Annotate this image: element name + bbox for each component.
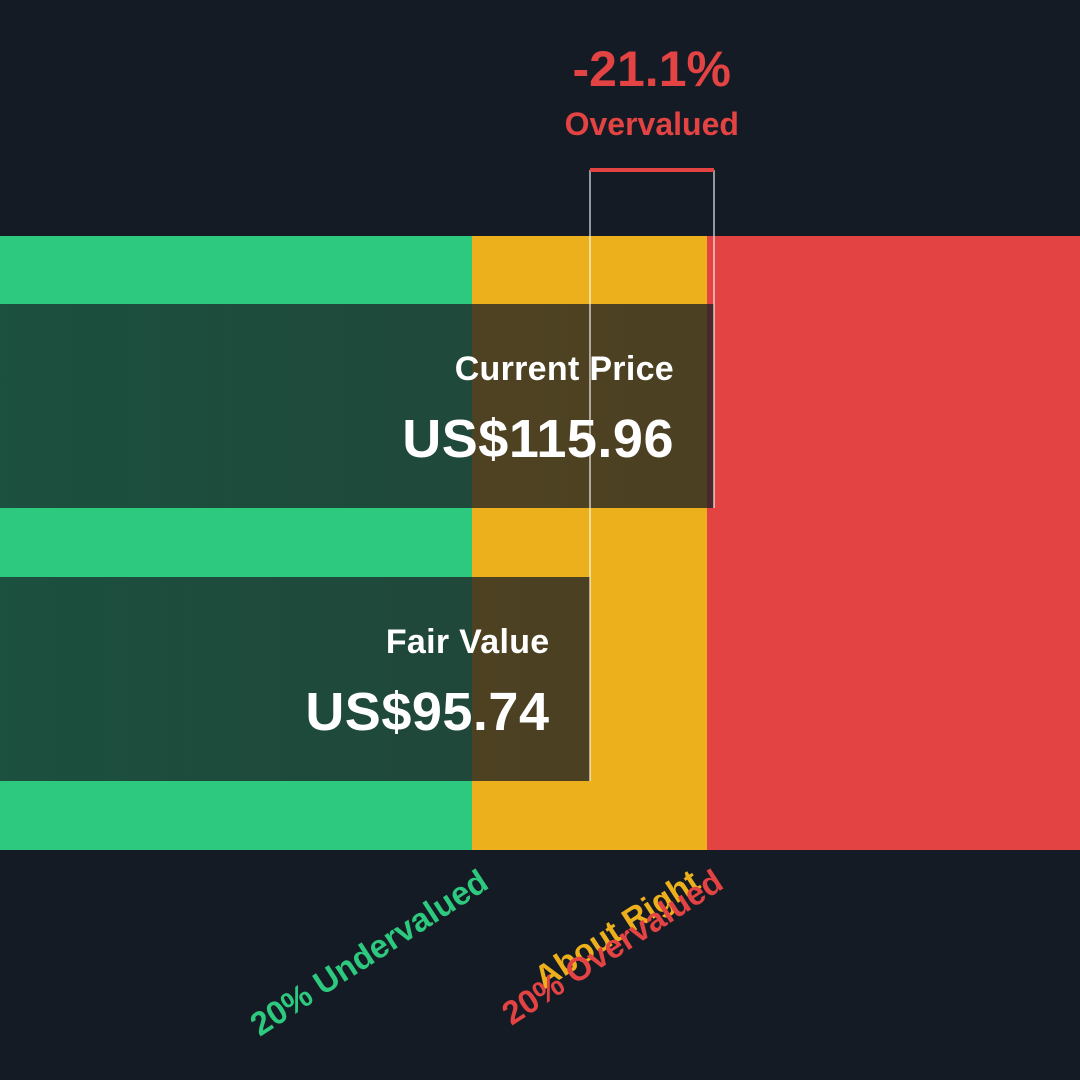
zone-overvalued [707, 236, 1080, 850]
difference-percent: -21.1% [572, 41, 731, 97]
current-price-bar-label: Current Price [454, 350, 674, 388]
current-price-marker-line [713, 170, 715, 508]
difference-bracket [589, 168, 714, 172]
fair-value-marker-line [588, 170, 591, 781]
zone-label-overvalued: 20% Overvalued [495, 862, 730, 1032]
current-price-bar-value: US$115.96 [402, 409, 674, 469]
difference-label: Overvalued [564, 106, 739, 142]
fair-value-bar: Fair Value US$95.74 [0, 577, 590, 781]
fair-value-bar-label: Fair Value [385, 623, 550, 661]
zone-label-undervalued: 20% Undervalued [242, 862, 494, 1043]
fair-value-bar-value: US$95.74 [305, 682, 550, 742]
current-price-bar: Current Price US$115.96 [0, 304, 714, 508]
